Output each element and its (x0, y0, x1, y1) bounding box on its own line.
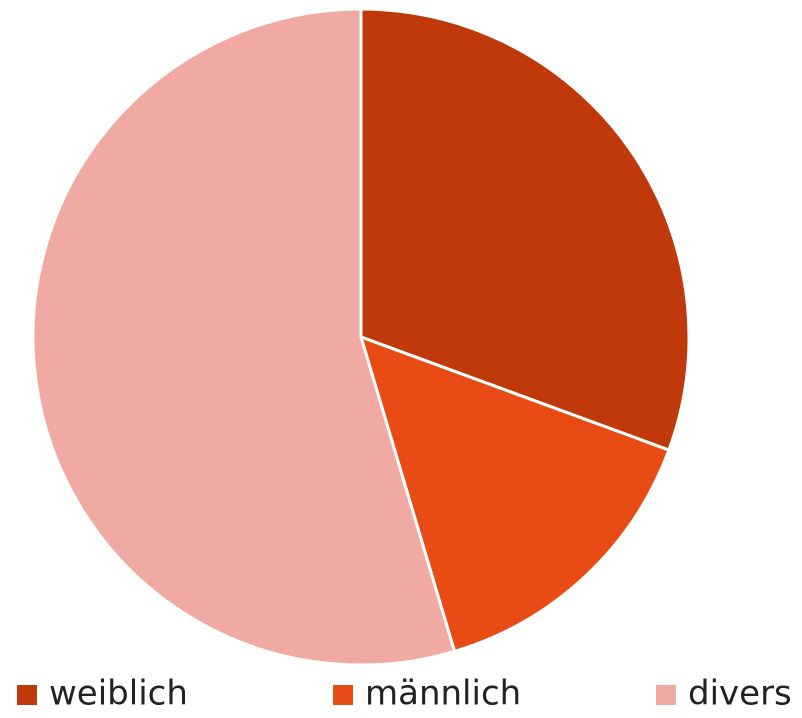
legend-swatch (656, 685, 676, 705)
pie-slice (31, 7, 456, 667)
legend-label: divers (688, 674, 792, 714)
legend-swatch (17, 685, 37, 705)
legend-label: männlich (365, 674, 521, 714)
pie-slice (359, 335, 671, 653)
pie-slice (359, 7, 691, 452)
legend-label: weiblich (49, 674, 188, 714)
legend-swatch (333, 685, 353, 705)
